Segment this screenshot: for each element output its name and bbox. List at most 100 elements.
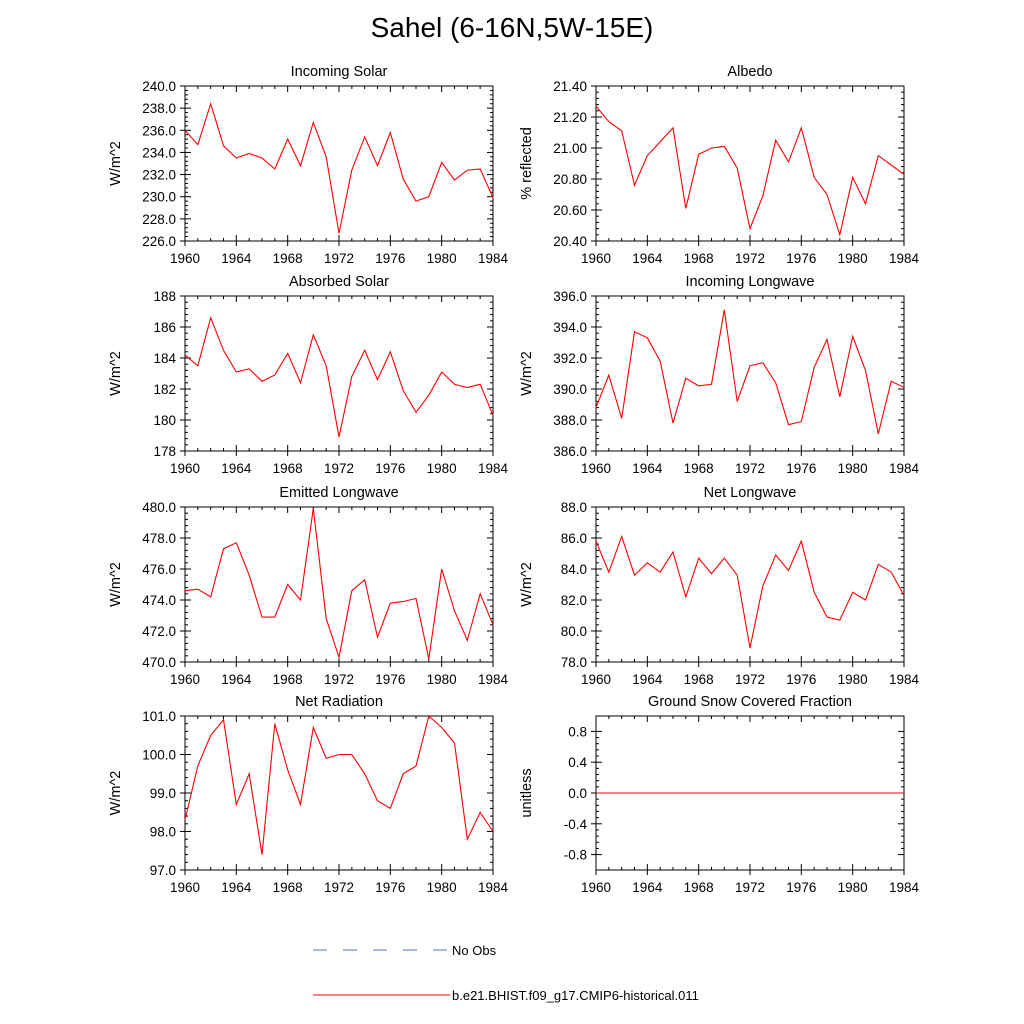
plot-frame <box>595 295 905 452</box>
x-tick-label: 1972 <box>324 461 354 476</box>
x-tick-label: 1968 <box>684 672 714 687</box>
x-tick-label: 1976 <box>375 461 405 476</box>
panel-title: Incoming Longwave <box>686 274 815 290</box>
legend-label-no-obs: No Obs <box>452 943 497 958</box>
x-tick-label: 1980 <box>427 461 457 476</box>
y-tick-label: 238.0 <box>142 101 176 116</box>
x-tick-label: 1976 <box>375 672 405 687</box>
x-tick-label: 1964 <box>221 880 252 895</box>
panel-title: Absorbed Solar <box>289 274 389 290</box>
y-tick-label: 21.00 <box>553 141 587 156</box>
y-tick-label: 226.0 <box>142 234 176 249</box>
x-tick-label: 1968 <box>684 461 714 476</box>
y-tick-label: 388.0 <box>553 413 587 428</box>
y-tick-label: 97.0 <box>150 863 176 878</box>
x-tick-label: 1984 <box>478 880 509 895</box>
x-tick-label: 1960 <box>581 880 611 895</box>
y-tick-label: 228.0 <box>142 212 176 227</box>
x-tick-label: 1968 <box>273 672 303 687</box>
x-tick-label: 1984 <box>478 672 509 687</box>
plot-frame <box>595 85 905 242</box>
y-tick-label: 480.0 <box>142 500 176 515</box>
x-tick-label: 1980 <box>838 251 868 266</box>
x-tick-label: 1964 <box>221 672 252 687</box>
x-tick-label: 1980 <box>838 461 868 476</box>
x-tick-label: 1960 <box>581 672 611 687</box>
y-axis-label: W/m^2 <box>108 351 124 396</box>
series-line-1 <box>595 534 905 649</box>
x-tick-label: 1980 <box>838 672 868 687</box>
plot-frame <box>184 715 494 871</box>
y-tick-label: 386.0 <box>553 444 587 459</box>
y-axis-label: W/m^2 <box>108 562 124 607</box>
y-tick-label: 236.0 <box>142 123 176 138</box>
x-tick-label: 1964 <box>221 461 252 476</box>
panel-3: Absorbed Solar W/m^2 1960 1964 1968 1972 1976 1… <box>108 274 509 476</box>
y-tick-label: 0.8 <box>568 724 587 739</box>
y-tick-label: 98.0 <box>150 825 176 840</box>
y-tick-label: 82.0 <box>561 593 587 608</box>
x-tick-label: 1976 <box>375 251 405 266</box>
x-tick-label: 1976 <box>786 251 816 266</box>
y-axis-label: unitless <box>519 768 535 817</box>
y-tick-label: 99.0 <box>150 786 176 801</box>
x-tick-label: 1964 <box>632 880 663 895</box>
y-tick-label: 186 <box>153 320 176 335</box>
panel-title: Albedo <box>727 64 772 80</box>
y-tick-label: 78.0 <box>561 655 587 670</box>
legend-label-model: b.e21.BHIST.f09_g17.CMIP6-historical.011 <box>452 988 699 1003</box>
panel-6: Net Longwave W/m^2 1960 1964 1968 1972 1976 198… <box>519 485 920 687</box>
y-tick-label: 80.0 <box>561 624 587 639</box>
x-tick-label: 1980 <box>427 251 457 266</box>
panel-2: Albedo % reflected 1960 1964 1968 1972 1976 198… <box>519 64 920 266</box>
series-line-1 <box>184 714 494 855</box>
x-tick-label: 1972 <box>735 461 765 476</box>
x-tick-label: 1972 <box>735 880 765 895</box>
y-tick-label: 0.4 <box>568 755 587 770</box>
series-line-1 <box>184 101 494 234</box>
y-tick-label: 394.0 <box>553 320 587 335</box>
y-tick-label: 20.80 <box>553 172 587 187</box>
panel-title: Emitted Longwave <box>279 485 398 501</box>
y-tick-label: -0.4 <box>564 817 588 832</box>
y-axis-label: W/m^2 <box>108 771 124 816</box>
y-axis-label: W/m^2 <box>519 351 535 396</box>
x-tick-label: 1960 <box>170 461 200 476</box>
y-tick-label: 0.0 <box>568 786 587 801</box>
x-tick-label: 1972 <box>324 880 354 895</box>
x-tick-label: 1972 <box>735 672 765 687</box>
x-tick-label: 1976 <box>786 461 816 476</box>
y-tick-label: 180 <box>153 413 176 428</box>
legend: No Obs b.e21.BHIST.f09_g17.CMIP6-historic… <box>313 943 699 1003</box>
y-tick-label: 188 <box>153 289 176 304</box>
x-tick-label: 1964 <box>632 461 663 476</box>
y-tick-label: 476.0 <box>142 562 176 577</box>
x-tick-label: 1980 <box>427 880 457 895</box>
panel-4: Incoming Longwave W/m^2 1960 1964 1968 1972 19… <box>519 274 920 476</box>
y-tick-label: 474.0 <box>142 593 176 608</box>
x-tick-label: 1960 <box>581 461 611 476</box>
x-tick-label: 1984 <box>478 461 509 476</box>
x-tick-label: 1972 <box>735 251 765 266</box>
y-axis-label: W/m^2 <box>519 562 535 607</box>
x-tick-label: 1968 <box>273 880 303 895</box>
x-tick-label: 1968 <box>273 251 303 266</box>
panel-title: Ground Snow Covered Fraction <box>648 694 852 710</box>
y-tick-label: 232.0 <box>142 168 176 183</box>
y-axis-label: % reflected <box>519 127 535 200</box>
series-line-1 <box>595 105 905 237</box>
x-tick-label: 1984 <box>889 672 920 687</box>
x-tick-label: 1972 <box>324 251 354 266</box>
y-tick-label: 234.0 <box>142 145 176 160</box>
y-tick-label: 86.0 <box>561 531 587 546</box>
x-tick-label: 1964 <box>632 251 663 266</box>
y-tick-label: 20.40 <box>553 234 587 249</box>
x-tick-label: 1964 <box>221 251 252 266</box>
x-tick-label: 1968 <box>684 251 714 266</box>
panel-title: Incoming Solar <box>291 64 388 80</box>
y-tick-label: -0.8 <box>564 848 587 863</box>
y-tick-label: 240.0 <box>142 79 176 94</box>
x-tick-label: 1960 <box>170 880 200 895</box>
panel-1: Incoming Solar W/m^2 1960 1964 1968 1972 1976 1… <box>108 64 509 266</box>
y-tick-label: 88.0 <box>561 500 587 515</box>
